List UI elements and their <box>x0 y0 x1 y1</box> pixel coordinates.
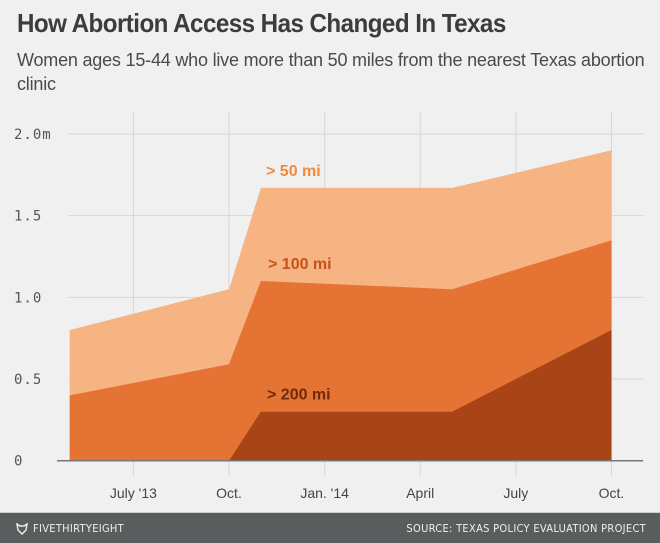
series-label: > 100 mi <box>268 256 332 273</box>
series-label: > 50 mi <box>266 163 321 180</box>
area-200mi <box>69 330 612 461</box>
axes: 0 0.5 1.0 1.5 2.0m July '13 Oct. Jan. '14 April J… <box>14 127 643 501</box>
x-tick-label: Jan. '14 <box>300 485 349 501</box>
x-tick-label: Oct. <box>216 485 242 501</box>
series-label: > 200 mi <box>267 387 331 404</box>
y-tick-label: 0 <box>14 454 23 470</box>
area-chart: 0 0.5 1.0 1.5 2.0m July '13 Oct. Jan. '14 April J… <box>14 112 643 501</box>
x-tick-label: July '13 <box>110 485 157 501</box>
source-note: SOURCE: TEXAS POLICY EVALUATION PROJECT <box>406 522 646 535</box>
y-tick-label: 1.0 <box>14 290 42 306</box>
footer: FIVETHIRTYEIGHT SOURCE: TEXAS POLICY EVA… <box>0 512 660 543</box>
y-tick-label: 2.0m <box>14 127 52 143</box>
x-tick-label: July <box>503 485 528 501</box>
fox-icon <box>16 522 28 535</box>
series-labels: > 50 mi > 100 mi > 200 mi <box>266 163 332 404</box>
brand-name: FIVETHIRTYEIGHT <box>33 522 125 535</box>
y-tick-label: 1.5 <box>14 209 42 225</box>
x-tick-label: Oct. <box>599 485 625 501</box>
brand: FIVETHIRTYEIGHT <box>16 522 124 535</box>
chart-title: How Abortion Access Has Changed In Texas <box>17 8 506 38</box>
areas <box>69 150 612 461</box>
chart-subtitle: Women ages 15-44 who live more than 50 m… <box>17 50 645 94</box>
x-tick-label: April <box>406 485 434 501</box>
y-tick-label: 0.5 <box>14 372 42 388</box>
